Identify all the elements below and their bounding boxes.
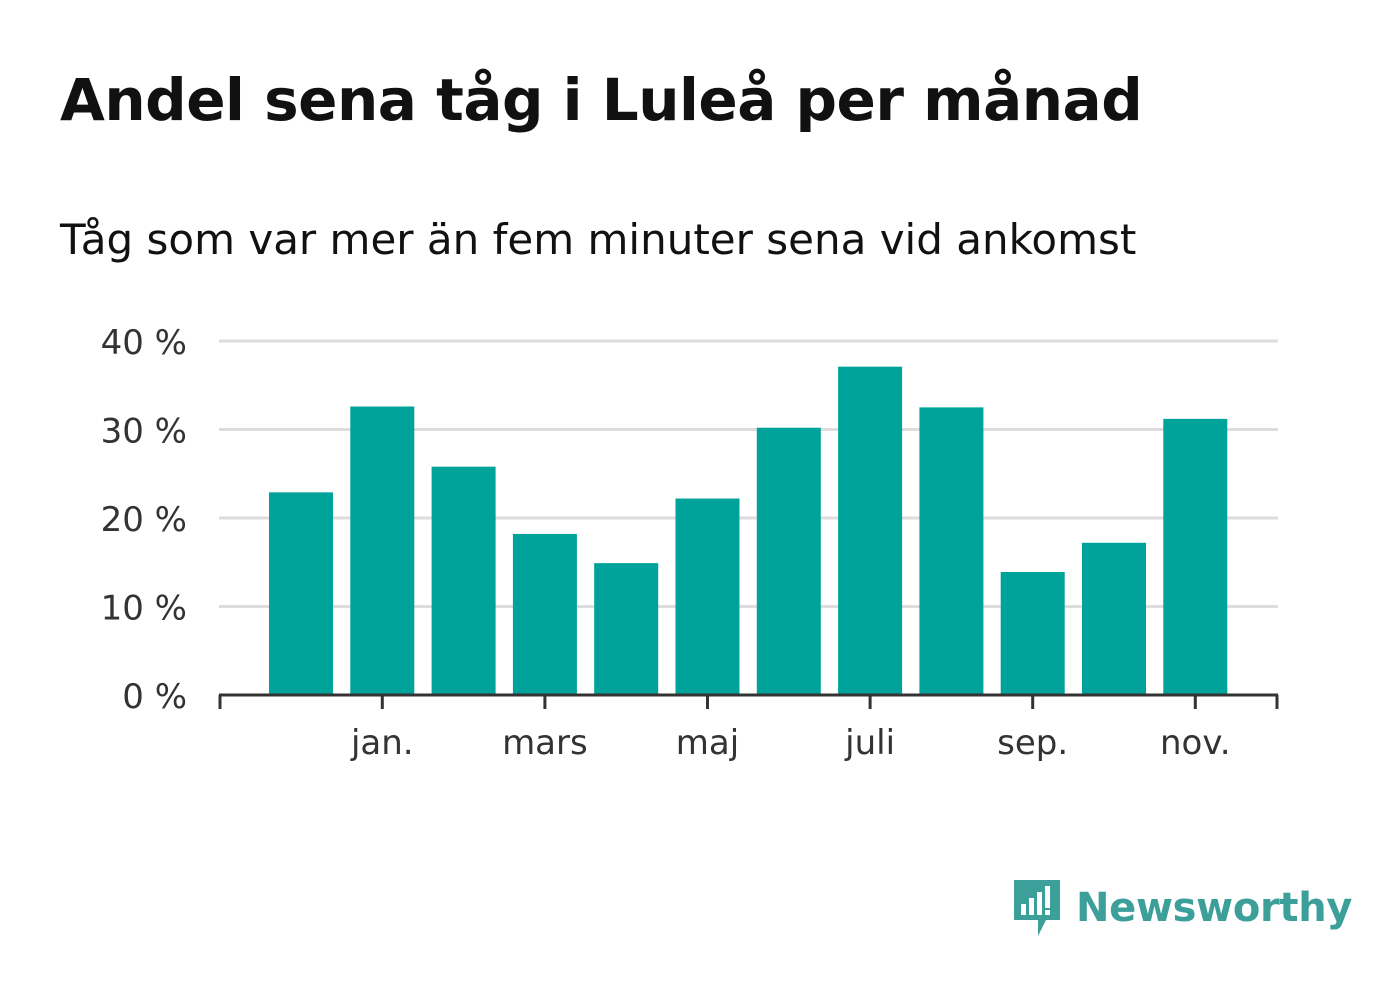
chart-title: Andel sena tåg i Luleå per månad [60,66,1143,134]
bar [675,498,740,695]
x-tick-label: mars [502,723,588,763]
y-tick-label: 30 % [101,412,187,452]
bar [756,427,821,695]
newsworthy-logo[interactable]: Newsworthy [1010,878,1353,938]
x-tick-label: nov. [1160,723,1231,763]
bar [838,366,903,695]
logo-text: Newsworthy [1076,885,1353,931]
y-tick-label: 40 % [101,323,187,363]
y-tick-label: 10 % [101,589,187,629]
bar [1163,418,1228,695]
bar [269,492,333,695]
bar [350,406,415,695]
bar [1000,571,1065,695]
chart-subtitle: Tåg som var mer än fem minuter sena vid … [60,215,1137,264]
x-tick-label: maj [676,723,739,763]
bar [431,466,496,695]
bar [512,533,577,695]
y-tick-label: 0 % [122,677,187,717]
x-tick-label: sep. [997,723,1068,763]
bar [594,563,659,695]
x-tick-label: juli [844,723,895,763]
bar [919,407,984,695]
y-tick-label: 20 % [101,500,187,540]
x-tick-label: jan. [350,723,414,763]
newsworthy-logo-icon [1014,880,1060,936]
bar [1082,542,1146,695]
